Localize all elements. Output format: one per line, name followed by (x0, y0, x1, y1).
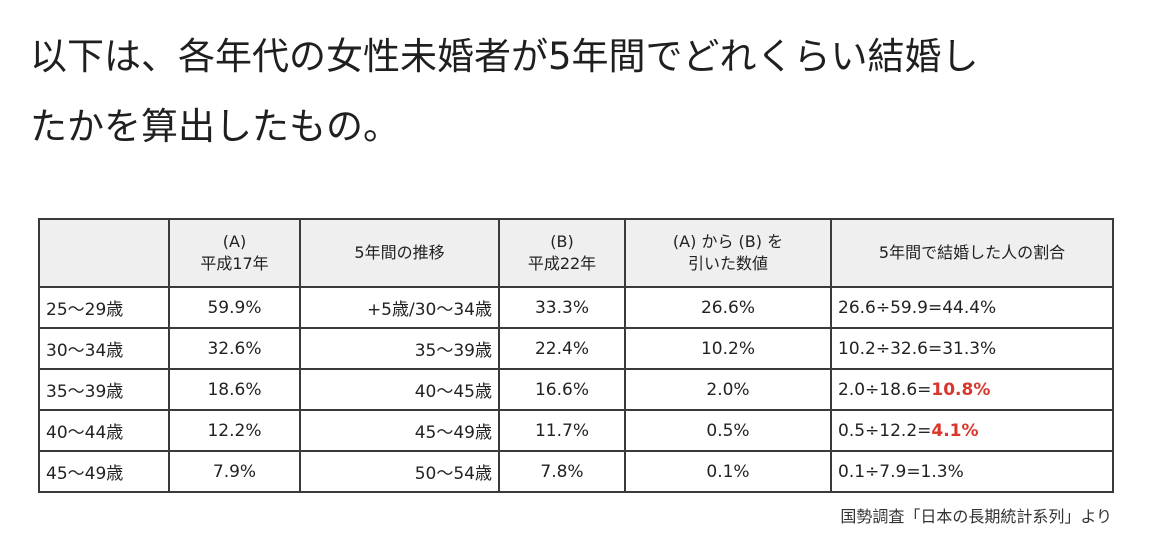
cell-transition: 35〜39歳 (299, 327, 500, 370)
table-row: 25〜29歳 59.9% +5歳/30〜34歳 33.3% 26.6% 26.6… (38, 286, 1114, 329)
header-diff: (A) から (B) を 引いた数値 (624, 218, 832, 288)
header-b-year: 平成22年 (527, 254, 597, 273)
cell-transition: 50〜54歳 (299, 450, 500, 493)
marriage-rate-table: (A) 平成17年 5年間の推移 (B) 平成22年 (A) から (B) を … (38, 218, 1114, 493)
cell-age: 25〜29歳 (38, 286, 170, 329)
cell-b: 11.7% (498, 409, 626, 452)
cell-diff: 10.2% (624, 327, 832, 370)
table-row: 35〜39歳 18.6% 40〜45歳 16.6% 2.0% 2.0÷18.6=… (38, 368, 1114, 411)
table-row: 30〜34歳 32.6% 35〜39歳 22.4% 10.2% 10.2÷32.… (38, 327, 1114, 370)
cell-age: 40〜44歳 (38, 409, 170, 452)
rate-formula: 0.5÷12.2= (838, 420, 932, 441)
rate-highlight: 10.8% (931, 379, 991, 400)
cell-a: 32.6% (168, 327, 301, 370)
header-transition: 5年間の推移 (299, 218, 500, 288)
cell-rate: 0.1÷7.9=1.3% (830, 450, 1114, 493)
intro-line-2: たかを算出したもの。 (30, 105, 400, 148)
rate-formula: 2.0÷18.6= (838, 379, 932, 400)
cell-a: 18.6% (168, 368, 301, 411)
header-a: (A) 平成17年 (168, 218, 301, 288)
cell-diff: 0.5% (624, 409, 832, 452)
source-note: 国勢調査「日本の長期統計系列」より (840, 507, 1112, 526)
cell-b: 22.4% (498, 327, 626, 370)
cell-b: 33.3% (498, 286, 626, 329)
cell-a: 7.9% (168, 450, 301, 493)
header-b-label: (B) (550, 232, 574, 251)
rate-formula: 0.1÷7.9=1.3% (838, 461, 964, 482)
intro-line-1: 以下は、各年代の女性未婚者が5年間でどれくらい結婚し (30, 35, 979, 78)
table-row: 45〜49歳 7.9% 50〜54歳 7.8% 0.1% 0.1÷7.9=1.3… (38, 450, 1114, 493)
header-diff-line-2: 引いた数値 (687, 254, 768, 273)
cell-diff: 2.0% (624, 368, 832, 411)
rate-formula: 26.6÷59.9=44.4% (838, 297, 997, 318)
cell-rate: 0.5÷12.2=4.1% (830, 409, 1114, 452)
table-row: 40〜44歳 12.2% 45〜49歳 11.7% 0.5% 0.5÷12.2=… (38, 409, 1114, 452)
cell-age: 30〜34歳 (38, 327, 170, 370)
header-a-label: (A) (222, 232, 247, 251)
cell-age: 45〜49歳 (38, 450, 170, 493)
header-b: (B) 平成22年 (498, 218, 626, 288)
table-header-row: (A) 平成17年 5年間の推移 (B) 平成22年 (A) から (B) を … (38, 218, 1114, 288)
cell-b: 7.8% (498, 450, 626, 493)
intro-text: 以下は、各年代の女性未婚者が5年間でどれくらい結婚し たかを算出したもの。 (30, 22, 1130, 162)
cell-a: 12.2% (168, 409, 301, 452)
header-a-year: 平成17年 (200, 254, 269, 273)
rate-highlight: 4.1% (931, 420, 979, 441)
cell-b: 16.6% (498, 368, 626, 411)
cell-a: 59.9% (168, 286, 301, 329)
cell-diff: 26.6% (624, 286, 832, 329)
cell-transition: +5歳/30〜34歳 (299, 286, 500, 329)
cell-rate: 2.0÷18.6=10.8% (830, 368, 1114, 411)
cell-rate: 10.2÷32.6=31.3% (830, 327, 1114, 370)
cell-age: 35〜39歳 (38, 368, 170, 411)
header-age (38, 218, 170, 288)
cell-rate: 26.6÷59.9=44.4% (830, 286, 1114, 329)
header-diff-line-1: (A) から (B) を (672, 232, 784, 251)
header-rate: 5年間で結婚した人の割合 (830, 218, 1114, 288)
rate-formula: 10.2÷32.6=31.3% (838, 338, 997, 359)
cell-diff: 0.1% (624, 450, 832, 493)
cell-transition: 40〜45歳 (299, 368, 500, 411)
cell-transition: 45〜49歳 (299, 409, 500, 452)
